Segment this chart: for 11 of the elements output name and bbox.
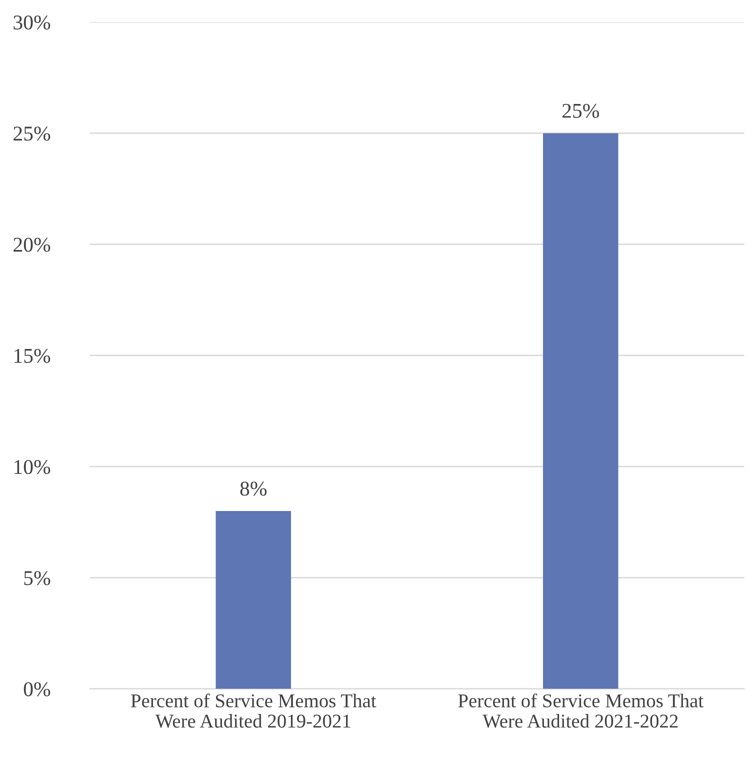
data-label: 8% bbox=[240, 482, 267, 496]
x-tick-label: Percent of Service Memos That Were Audited 2019-2021 bbox=[131, 694, 376, 728]
y-tick-label: 5% bbox=[24, 571, 50, 586]
y-tick-label: 10% bbox=[14, 460, 50, 474]
y-tick-label: 30% bbox=[14, 15, 50, 30]
data-label: 25% bbox=[562, 104, 600, 118]
y-tick-label: 25% bbox=[14, 126, 50, 141]
y-tick-label: 15% bbox=[14, 348, 50, 363]
y-tick-label: 20% bbox=[14, 238, 50, 252]
x-tick-label: Percent of Service Memos That Were Audited 2021-2022 bbox=[458, 694, 704, 728]
y-tick-label: 0% bbox=[24, 682, 50, 696]
